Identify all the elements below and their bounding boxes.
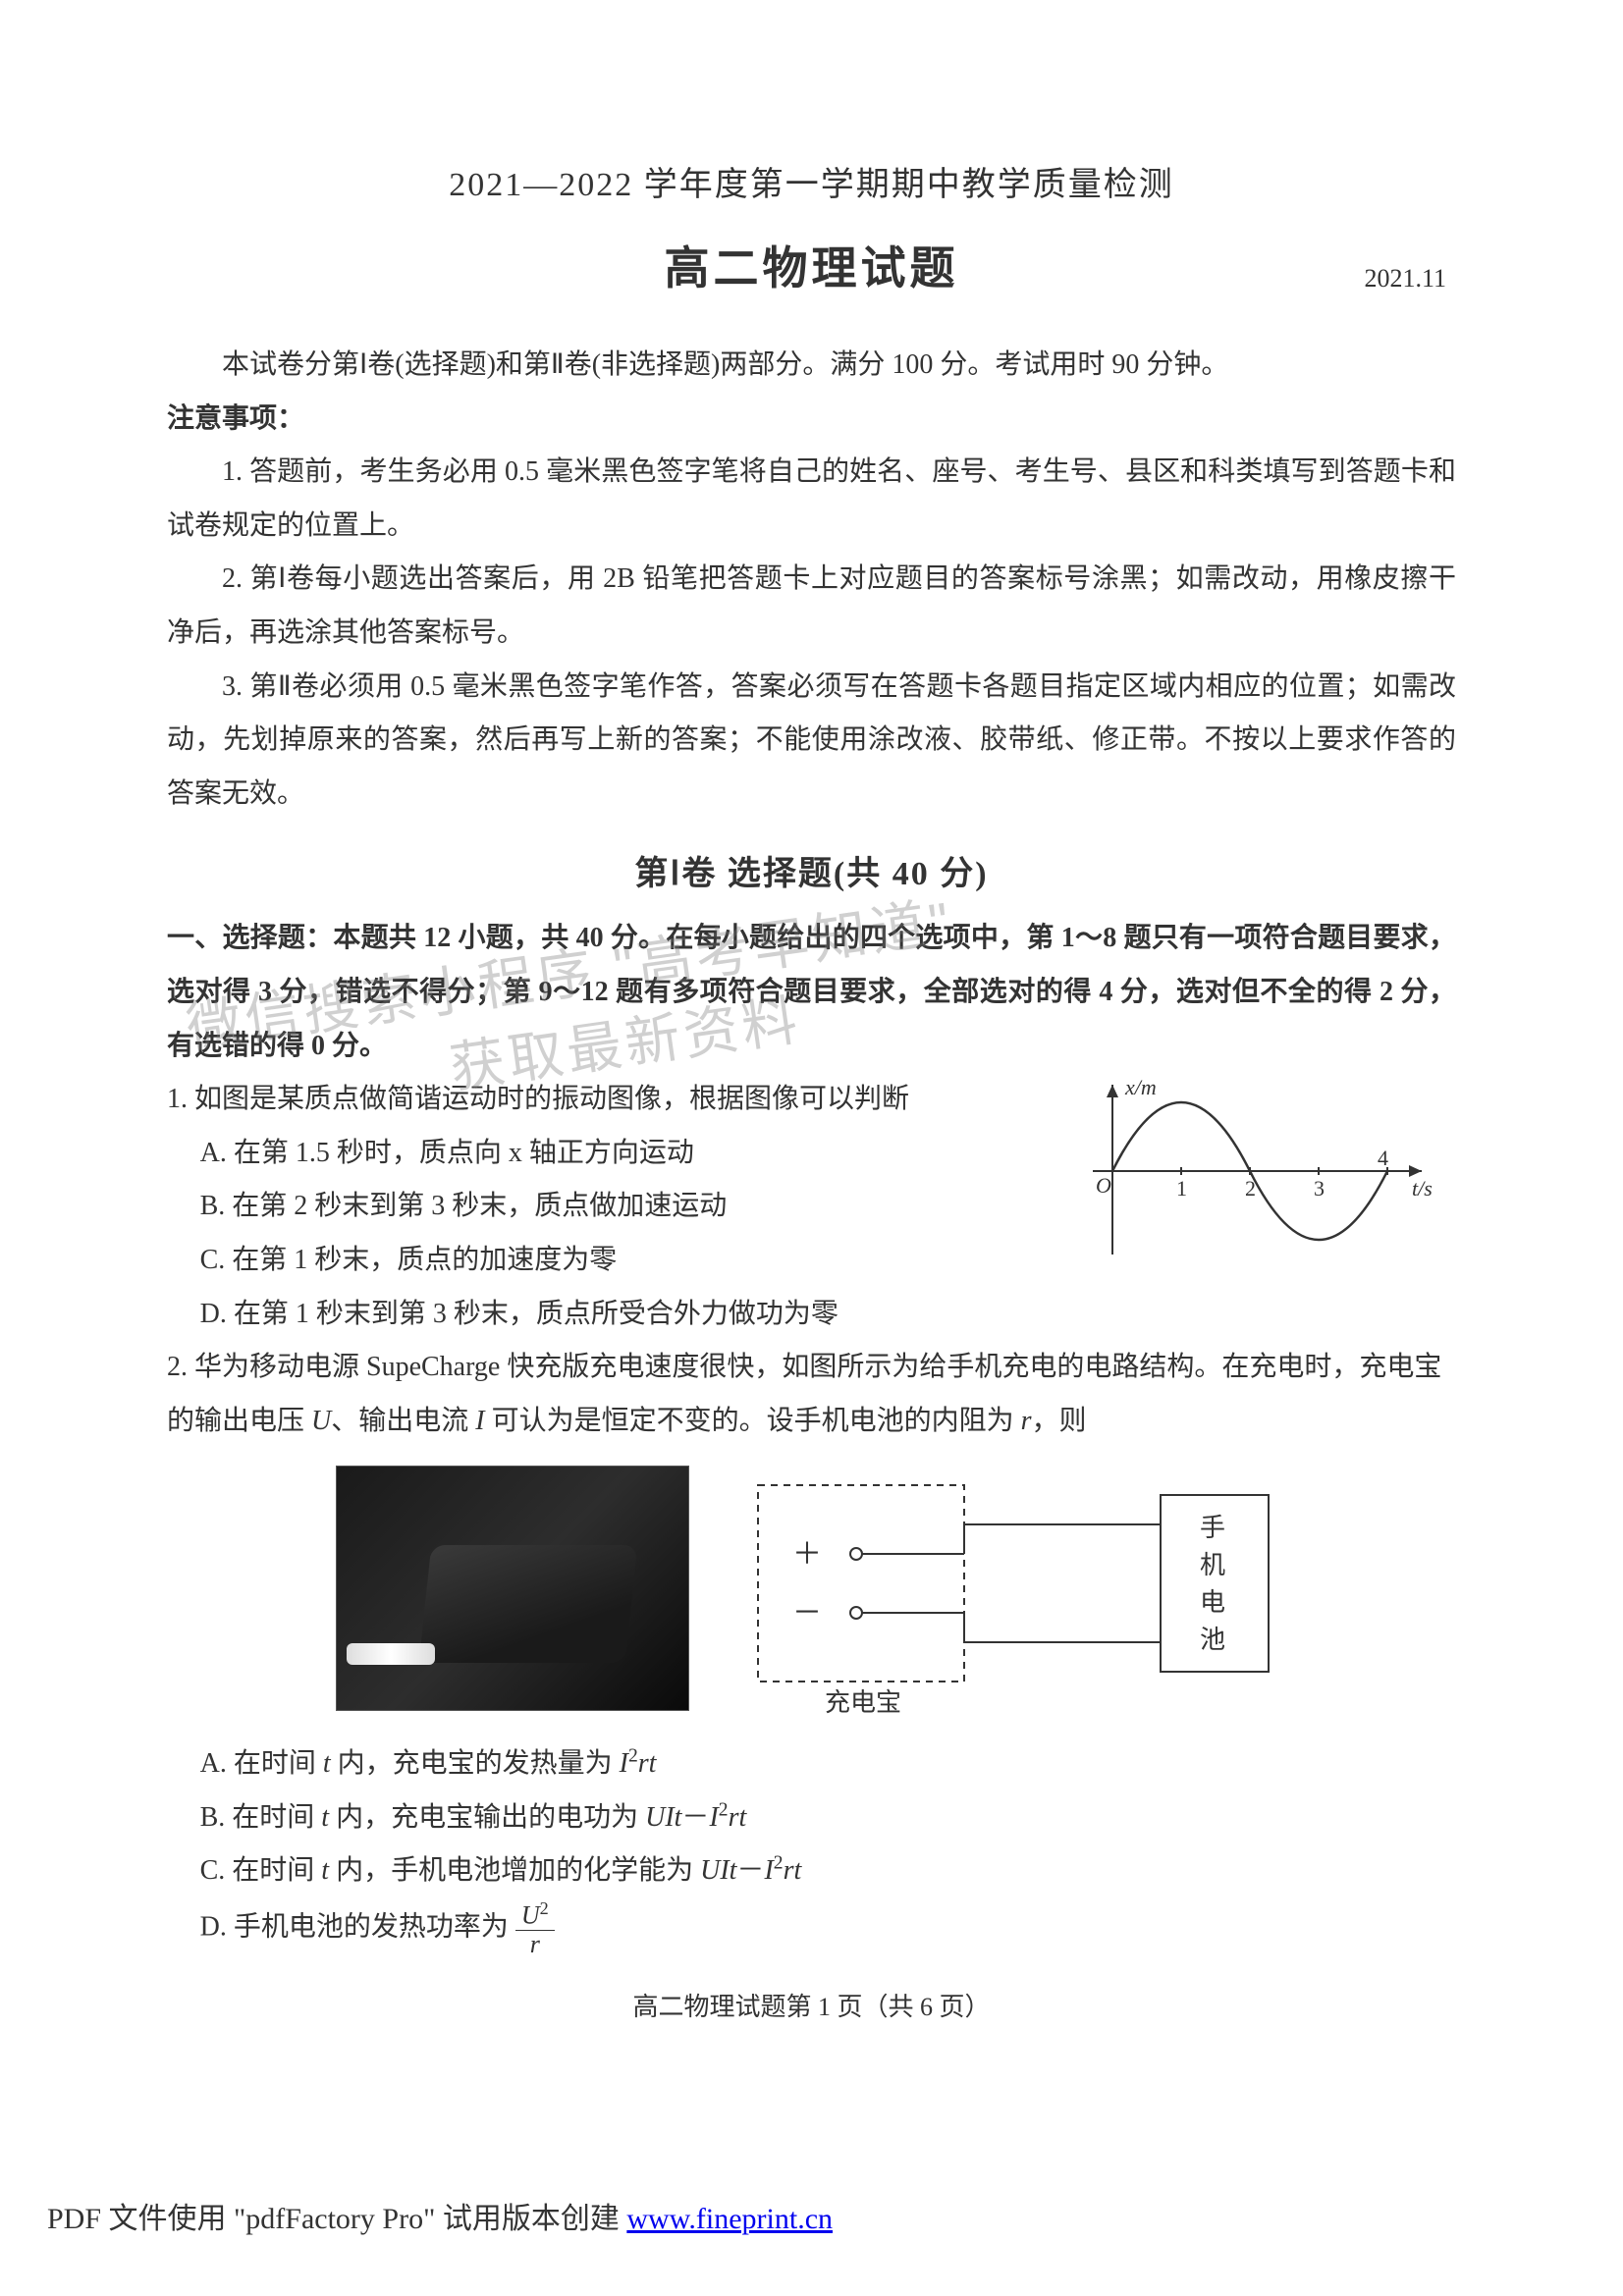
- q1-sine-graph: t/s x/m O 1 2 3 4: [1063, 1073, 1436, 1269]
- q1-tick-4: 4: [1378, 1146, 1388, 1170]
- q2-options: A. 在时间 t 内，充电宝的发热量为 I2rt B. 在时间 t 内，充电宝输…: [167, 1737, 1456, 1959]
- fineprint-link[interactable]: www.fineprint.cn: [626, 2203, 833, 2235]
- fraction-icon: U2 r: [515, 1898, 555, 1959]
- charger-photo-block: [336, 1466, 689, 1711]
- q1-option-a: A. 在第 1.5 秒时，质点向 x 轴正方向运动: [200, 1127, 1051, 1181]
- title-block: 高二物理试题 2021.11: [167, 233, 1456, 297]
- q1-xlabel: t/s: [1412, 1176, 1433, 1201]
- q2-stem: 2. 华为移动电源 SupeCharge 快充版充电速度很快，如图所示为给手机充…: [167, 1341, 1456, 1448]
- page-number-footer: 高二物理试题第 1 页（共 6 页）: [167, 1987, 1456, 2023]
- battery-label-l1: 手: [1200, 1514, 1225, 1542]
- minus-sign: －: [792, 1597, 822, 1629]
- q1-tick-1: 1: [1176, 1176, 1187, 1201]
- battery-label-l3: 电: [1200, 1588, 1225, 1617]
- q2-option-c: C. 在时间 t 内，手机电池增加的化学能为 UIt－I2rt: [200, 1844, 1456, 1898]
- q1-option-d: D. 在第 1 秒末到第 3 秒末，质点所受合外力做功为零: [200, 1288, 1051, 1342]
- charger-label: 充电宝: [825, 1688, 901, 1717]
- battery-label-l4: 池: [1200, 1626, 1225, 1654]
- section-1-header: 第Ⅰ卷 选择题(共 40 分): [167, 846, 1456, 894]
- title-line-1: 2021—2022 学年度第一学期期中教学质量检测: [167, 157, 1456, 205]
- q2-option-b: B. 在时间 t 内，充电宝输出的电功为 UIt－I2rt: [200, 1791, 1456, 1845]
- notice-3: 3. 第Ⅱ卷必须用 0.5 毫米黑色签字笔作答，答案必须写在答题卡各题目指定区域…: [167, 661, 1456, 822]
- plus-sign: ＋: [792, 1538, 822, 1571]
- charger-dashed-box: [758, 1485, 964, 1682]
- notice-1: 1. 答题前，考生务必用 0.5 毫米黑色签字笔将自己的姓名、座号、考生号、县区…: [167, 446, 1456, 553]
- notice-2: 2. 第Ⅰ卷每小题选出答案后，用 2B 铅笔把答题卡上对应题目的答案标号涂黑；如…: [167, 553, 1456, 660]
- battery-label-l2: 机: [1200, 1551, 1225, 1579]
- notice-label: 注意事项：: [167, 393, 1456, 447]
- pdf-factory-footer: PDF 文件使用 "pdfFactory Pro" 试用版本创建 www.fin…: [47, 2194, 833, 2237]
- q2-option-d: D. 手机电池的发热功率为 U2 r: [200, 1898, 1456, 1959]
- title-line-2: 高二物理试题: [167, 233, 1456, 297]
- svg-text:O: O: [1096, 1173, 1111, 1198]
- intro-paragraph: 本试卷分第Ⅰ卷(选择题)和第Ⅱ卷(非选择题)两部分。满分 100 分。考试用时 …: [167, 339, 1456, 393]
- charger-photo: [336, 1466, 689, 1711]
- q1-options: A. 在第 1.5 秒时，质点向 x 轴正方向运动 B. 在第 2 秒末到第 3…: [167, 1127, 1051, 1341]
- q1-tick-3: 3: [1314, 1176, 1325, 1201]
- q1-option-c: C. 在第 1 秒末，质点的加速度为零: [200, 1234, 1051, 1288]
- q2-circuit-diagram: ＋ － 手 机 电 池 充电宝: [738, 1466, 1288, 1721]
- question-2: 2. 华为移动电源 SupeCharge 快充版充电速度很快，如图所示为给手机充…: [167, 1341, 1456, 1959]
- q1-option-b: B. 在第 2 秒末到第 3 秒末，质点做加速运动: [200, 1180, 1051, 1234]
- question-1: 1. 如图是某质点做简谐运动时的振动图像，根据图像可以判断 A. 在第 1.5 …: [167, 1073, 1456, 1341]
- exam-date: 2021.11: [1364, 264, 1446, 294]
- circuit-block: ＋ － 手 机 电 池 充电宝: [738, 1466, 1288, 1726]
- q2-option-a: A. 在时间 t 内，充电宝的发热量为 I2rt: [200, 1737, 1456, 1791]
- q1-ylabel: x/m: [1124, 1075, 1157, 1099]
- section-1-instruction: 一、选择题：本题共 12 小题，共 40 分。在每小题给出的四个选项中，第 1～…: [167, 912, 1456, 1073]
- q2-figures: ＋ － 手 机 电 池 充电宝: [167, 1466, 1456, 1726]
- q1-stem: 1. 如图是某质点做简谐运动时的振动图像，根据图像可以判断: [167, 1073, 1051, 1127]
- exam-page: 2021—2022 学年度第一学期期中教学质量检测 高二物理试题 2021.11…: [0, 0, 1623, 2082]
